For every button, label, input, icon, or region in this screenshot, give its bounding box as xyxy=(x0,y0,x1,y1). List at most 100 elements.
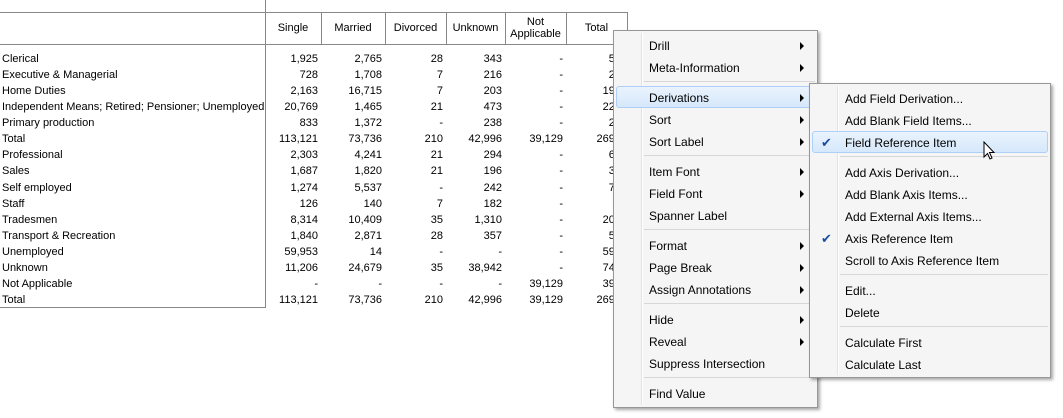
cell: - xyxy=(559,181,563,194)
submenu-arrow xyxy=(800,242,804,250)
cell: - xyxy=(559,245,563,258)
cell: 2,871 xyxy=(354,229,382,242)
submenu-arrow xyxy=(800,338,804,346)
cell: 1,274 xyxy=(290,181,318,194)
cell: - xyxy=(559,213,563,226)
submenu-arrow xyxy=(800,316,804,324)
separator xyxy=(644,229,815,230)
cell: 7 xyxy=(436,197,443,210)
menu-item[interactable]: Edit... xyxy=(812,279,1048,301)
menu-item[interactable]: Axis Reference Item ✔ xyxy=(812,227,1048,249)
submenu-arrow xyxy=(800,138,804,146)
cell: 1,687 xyxy=(290,165,318,178)
cell: 73,736 xyxy=(348,133,382,146)
menu-item[interactable]: Format xyxy=(616,234,815,256)
cell: 21 xyxy=(430,101,443,114)
check-mark: ✔ xyxy=(821,135,832,150)
row-label: Tradesmen xyxy=(2,213,58,226)
cell: - xyxy=(559,101,563,114)
cell: 16,715 xyxy=(348,85,382,98)
cell: 210 xyxy=(424,133,443,146)
menu-item-label: Scroll to Axis Reference Item xyxy=(845,254,1000,268)
menu-item[interactable]: Find Value xyxy=(616,382,815,404)
row-label: Not Applicable xyxy=(2,277,73,290)
row-label: Independent Means; Retired; Pensioner; U… xyxy=(2,101,265,114)
row-label: Home Duties xyxy=(2,85,66,98)
cell: 140 xyxy=(363,197,382,210)
menu-item[interactable]: Derivations xyxy=(616,86,815,108)
separator xyxy=(644,377,815,378)
row-label: Total xyxy=(2,294,26,307)
cell: 8,314 xyxy=(290,213,318,226)
menu-item[interactable]: Reveal xyxy=(616,330,815,352)
menu-item[interactable]: Drill xyxy=(616,34,815,56)
column-header: Not Applicable xyxy=(510,16,561,40)
cell: 242 xyxy=(483,181,502,194)
menu-item-label: Page Break xyxy=(649,261,712,275)
cell: 343 xyxy=(483,53,502,65)
cell: - xyxy=(559,149,563,162)
menu-item[interactable]: Add Blank Field Items... xyxy=(812,109,1048,131)
cell: 24,679 xyxy=(348,261,382,274)
separator xyxy=(840,156,1048,157)
menu-item[interactable]: Add Axis Derivation... xyxy=(812,161,1048,183)
menu-item[interactable]: Field Font xyxy=(616,182,815,204)
cell: 39,129 xyxy=(529,294,563,307)
menu-item[interactable]: Meta-Information xyxy=(616,56,815,78)
submenu-arrow xyxy=(800,64,804,72)
menu-item-label: Field Reference Item xyxy=(845,136,957,150)
menu-item[interactable]: Item Font xyxy=(616,160,815,182)
cell: - xyxy=(439,117,443,130)
menu-item[interactable]: Calculate Last xyxy=(812,353,1048,375)
menu-item[interactable]: Field Reference Item ✔ xyxy=(812,131,1048,153)
row-label: Clerical xyxy=(2,53,39,65)
menu-item-label: Calculate First xyxy=(845,336,922,350)
menu-item[interactable]: Hide xyxy=(616,308,815,330)
menu-item-label: Delete xyxy=(845,306,880,320)
menu-item-label: Format xyxy=(649,239,688,253)
row-label: Unemployed xyxy=(2,245,64,258)
row-label: Sales xyxy=(2,165,30,178)
menu-item[interactable]: Suppress Intersection xyxy=(616,352,815,374)
cell: - xyxy=(498,277,502,290)
rule xyxy=(321,12,322,44)
menu-item[interactable]: Add Blank Axis Items... xyxy=(812,183,1048,205)
submenu-arrow xyxy=(800,42,804,50)
cell: 42,996 xyxy=(468,133,502,146)
cell: 1,465 xyxy=(354,101,382,114)
cell: 1,310 xyxy=(474,213,502,226)
cell: - xyxy=(559,197,563,210)
cell: 833 xyxy=(299,117,318,130)
menu-item[interactable]: Calculate First xyxy=(812,331,1048,353)
cell: 7 xyxy=(436,85,443,98)
menu-item-label: Add Field Derivation... xyxy=(845,92,964,106)
menu-item[interactable]: Delete xyxy=(812,301,1048,323)
cell: 20,769 xyxy=(284,101,318,114)
menu-item[interactable]: Add External Axis Items... xyxy=(812,205,1048,227)
submenu-arrow xyxy=(800,116,804,124)
cell: - xyxy=(378,277,382,290)
cell: 14 xyxy=(369,245,382,258)
menu-item[interactable]: Assign Annotations xyxy=(616,278,815,300)
menu-item[interactable]: Scroll to Axis Reference Item xyxy=(812,249,1048,271)
menu-item-label: Drill xyxy=(649,39,670,53)
menu-item[interactable]: Add Field Derivation... xyxy=(812,87,1048,109)
menu-item[interactable]: Sort Label xyxy=(616,130,815,152)
submenu-arrow xyxy=(800,94,804,102)
menu-item[interactable]: Page Break xyxy=(616,256,815,278)
submenu-arrow xyxy=(800,286,804,294)
row-label: Executive & Managerial xyxy=(2,69,118,82)
row-label: Transport & Recreation xyxy=(2,229,116,242)
menu-item-label: Edit... xyxy=(845,284,876,298)
menu-item-label: Spanner Label xyxy=(649,209,728,223)
cell: 5,537 xyxy=(354,181,382,194)
rule xyxy=(446,12,447,44)
menu-item[interactable]: Sort xyxy=(616,108,815,130)
cell: 73,736 xyxy=(348,294,382,307)
menu-item-label: Sort Label xyxy=(649,135,704,149)
menu-item-label: Hide xyxy=(649,313,674,327)
menu-item[interactable]: Spanner Label xyxy=(616,204,815,226)
separator xyxy=(644,81,815,82)
cell: 2,303 xyxy=(290,149,318,162)
